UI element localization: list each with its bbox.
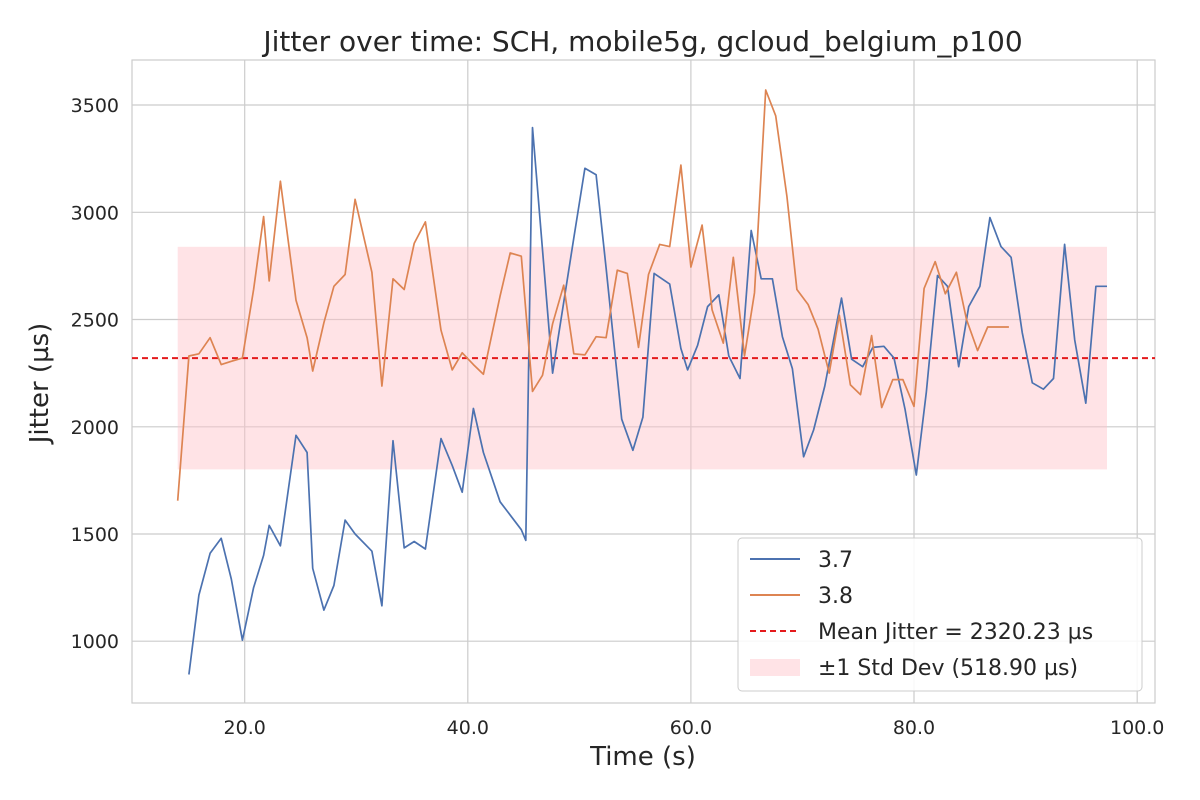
y-tick-label: 3000: [71, 202, 119, 224]
x-tick-label: 80.0: [893, 717, 935, 739]
legend-box: [737, 537, 1143, 692]
y-tick-label: 2500: [71, 310, 119, 332]
x-tick-label: 20.0: [224, 717, 266, 739]
y-tick-label: 2000: [71, 417, 119, 439]
y-tick-labels: 1000 1500 2000 2500 3000 3500: [71, 95, 119, 653]
chart-title: Jitter over time: SCH, mobile5g, gcloud_…: [261, 25, 1022, 58]
legend-label-mean-jitter: Mean Jitter = 2320.23 µs: [818, 620, 1093, 645]
legend-label-series-3-7: 3.7: [818, 548, 853, 573]
y-tick-label: 1000: [71, 631, 119, 653]
x-axis-label: Time (s): [589, 742, 696, 772]
x-tick-label: 60.0: [670, 717, 712, 739]
series-layer: [176, 89, 1107, 675]
y-axis-label: Jitter (µs): [25, 323, 55, 446]
x-tick-labels: 20.0 40.0 60.0 80.0 100.0: [224, 717, 1165, 739]
legend-swatch-std-band: [750, 659, 800, 676]
series-line-3-7: [188, 126, 1107, 675]
y-tick-label: 1500: [71, 524, 119, 546]
y-tick-label: 3500: [71, 95, 119, 117]
x-tick-label: 40.0: [447, 717, 489, 739]
series-line-3-8: [176, 89, 1009, 501]
legend-label-std-band: ±1 Std Dev (518.90 µs): [818, 656, 1078, 681]
x-tick-label: 100.0: [1110, 717, 1164, 739]
legend-label-series-3-8: 3.8: [818, 584, 853, 609]
legend: 3.7 3.8 Mean Jitter = 2320.23 µs ±1 Std …: [737, 537, 1143, 692]
